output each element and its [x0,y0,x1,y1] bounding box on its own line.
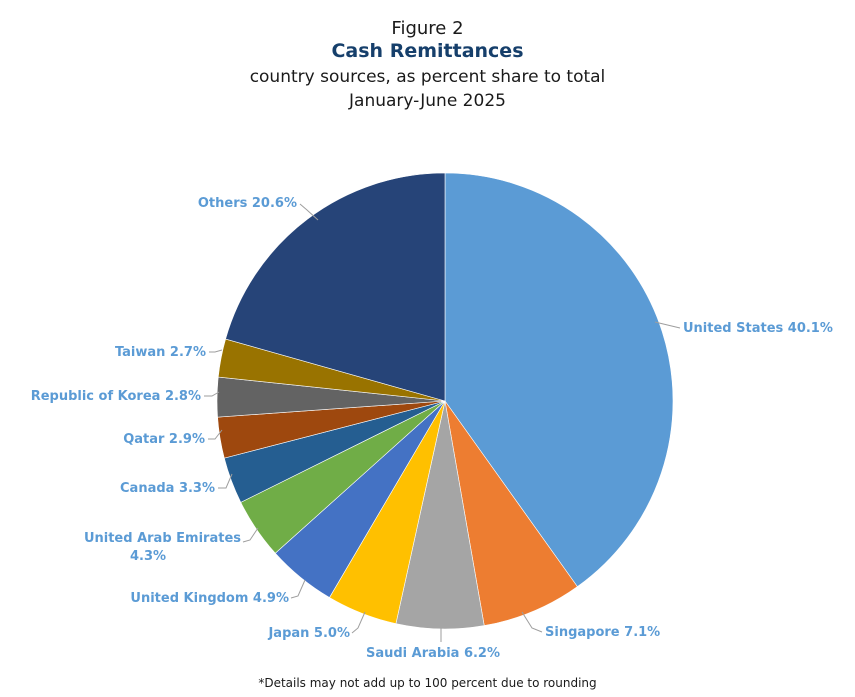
leader-line [290,579,306,599]
pie-slice-singapore [444,400,578,626]
leader-line [209,349,223,353]
pie-slice-united-states [444,172,674,588]
data-label-qatar: Qatar 2.9% [123,432,205,447]
data-label-republic-of-korea: Republic of Korea 2.8% [31,389,201,404]
data-label-others: Others 20.6% [198,196,297,211]
data-label-singapore: Singapore 7.1% [545,625,660,640]
data-label-united-arab-emirates: United Arab Emirates 4.3% [84,531,241,564]
leader-line [218,473,233,489]
data-label-japan: Japan 5.0% [267,626,350,641]
data-label-taiwan: Taiwan 2.7% [115,345,206,360]
leader-line [242,527,259,543]
footnote: *Details may not add up to 100 percent d… [258,676,597,690]
leader-line [521,611,543,633]
leader-line [208,429,223,440]
chart-title: Cash Remittances [331,40,524,62]
leader-line [299,203,319,221]
data-label-saudi-arabia: Saudi Arabia 6.2% [366,646,500,661]
data-label-united-states: United States 40.1% [683,321,833,336]
chart-subtitle: country sources, as percent share to tot… [249,67,606,87]
chart-period: January-June 2025 [349,91,506,111]
leader-line [351,611,366,634]
data-label-canada: Canada 3.3% [120,481,215,496]
pie-slice-others [225,172,446,402]
leader-line [654,321,681,329]
data-label-united-kingdom: United Kingdom 4.9% [130,591,289,606]
leader-line [204,391,220,397]
figure-number: Figure 2 [391,18,464,39]
